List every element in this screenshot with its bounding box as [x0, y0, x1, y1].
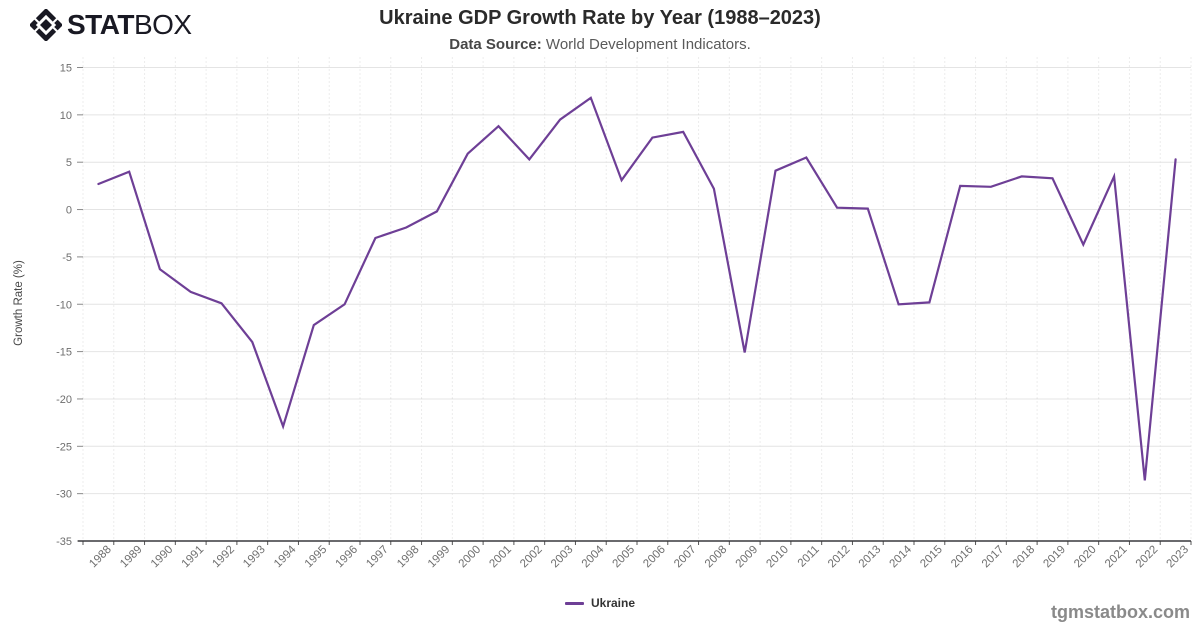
y-tick-label: 0 — [66, 205, 72, 217]
x-tick-label-1995: 1995 — [303, 544, 330, 571]
x-tick-label-2004: 2004 — [580, 543, 607, 570]
x-tick-label-1996: 1996 — [334, 544, 361, 571]
y-tick-label: 5 — [66, 157, 72, 169]
x-tick-label-2015: 2015 — [918, 544, 945, 571]
legend-label: Ukraine — [590, 596, 636, 610]
x-tick-label-2000: 2000 — [457, 544, 484, 571]
x-tick-label-1988: 1988 — [87, 544, 114, 571]
statbox-logo[interactable]: STATBOX — [30, 9, 192, 41]
chart-legend: Ukraine — [0, 596, 1200, 610]
x-tick-label-1989: 1989 — [118, 544, 145, 571]
x-tick-label-2018: 2018 — [1011, 544, 1038, 571]
y-tick-label: -5 — [62, 252, 72, 264]
x-tick-label-2002: 2002 — [518, 544, 545, 571]
x-tick-label-1998: 1998 — [395, 544, 422, 571]
x-tick-label-2020: 2020 — [1072, 544, 1099, 571]
x-tick-label-2019: 2019 — [1041, 544, 1068, 571]
y-tick-label: -15 — [56, 347, 72, 359]
y-tick-label: -35 — [56, 536, 72, 548]
x-tick-label-2005: 2005 — [611, 544, 638, 571]
x-tick-label-1993: 1993 — [241, 544, 268, 571]
legend-item-ukraine[interactable]: Ukraine — [564, 596, 636, 610]
diamond-logo-icon — [30, 9, 62, 41]
y-tick-label: -10 — [56, 299, 72, 311]
y-tick-label: -30 — [56, 489, 72, 501]
x-tick-label-2008: 2008 — [703, 544, 730, 571]
x-tick-label-2014: 2014 — [888, 543, 915, 570]
x-tick-label-2023: 2023 — [1165, 544, 1192, 571]
x-tick-label-2006: 2006 — [641, 544, 668, 571]
x-tick-label-2009: 2009 — [734, 544, 761, 571]
logo-text-box: BOX — [133, 9, 192, 40]
x-tick-label-2011: 2011 — [796, 544, 822, 570]
x-tick-label-2016: 2016 — [949, 544, 976, 571]
logo-text-stat: STAT — [67, 9, 134, 40]
x-tick-label-2013: 2013 — [857, 544, 884, 571]
x-tick-label-2007: 2007 — [672, 544, 699, 571]
x-tick-label-2003: 2003 — [549, 544, 576, 571]
y-axis-title: Growth Rate (%) — [13, 260, 25, 346]
y-tick-label: 10 — [60, 110, 72, 122]
x-tick-label-1994: 1994 — [272, 543, 299, 570]
x-tick-label-1992: 1992 — [210, 544, 237, 571]
y-tick-label: -25 — [56, 441, 72, 453]
watermark-link[interactable]: tgmstatbox.com — [1050, 602, 1190, 622]
logo-wordmark: STATBOX — [67, 9, 192, 41]
y-tick-label: -20 — [56, 394, 72, 406]
x-tick-label-1999: 1999 — [426, 544, 453, 571]
grid-layer — [82, 57, 1192, 541]
ukraine-line-series — [97, 96, 1177, 481]
x-tick-label-2010: 2010 — [764, 544, 791, 571]
x-tick-label-1991: 1991 — [180, 544, 207, 571]
series-layer — [97, 96, 1177, 481]
y-tick-label: 15 — [60, 63, 72, 75]
x-tick-label-2021: 2021 — [1103, 544, 1130, 571]
x-tick-label-2017: 2017 — [980, 544, 1007, 571]
x-tick-label-2012: 2012 — [826, 544, 853, 571]
x-tick-label-1990: 1990 — [149, 544, 176, 571]
x-tick-label-1997: 1997 — [364, 544, 391, 571]
x-tick-label-2001: 2001 — [487, 544, 514, 571]
legend-line-swatch — [564, 601, 584, 605]
x-tick-label-2022: 2022 — [1134, 544, 1161, 571]
